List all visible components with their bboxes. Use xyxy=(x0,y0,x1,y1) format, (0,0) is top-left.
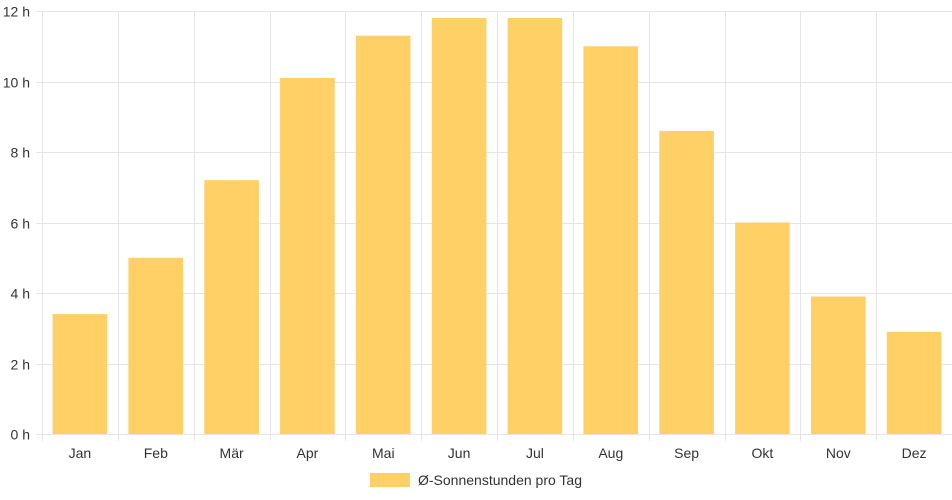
bar-jul xyxy=(507,18,563,434)
x-tick-label: Jul xyxy=(526,445,544,461)
bar-okt xyxy=(735,222,790,434)
bar-apr xyxy=(280,78,335,434)
y-tick-label: 8 h xyxy=(11,145,30,161)
grid-lines xyxy=(36,11,952,441)
x-tick-label: Jun xyxy=(448,445,471,461)
x-tick-label: Apr xyxy=(297,445,319,461)
x-tick-label: Aug xyxy=(598,445,623,461)
legend-swatch xyxy=(370,473,410,487)
chart-legend[interactable]: Ø-Sonnenstunden pro Tag xyxy=(0,472,952,488)
y-axis-tick-labels: 0 h 2 h 4 h 6 h 8 h 10 h 12 h xyxy=(3,4,30,443)
y-tick-label: 0 h xyxy=(11,427,30,443)
y-tick-label: 12 h xyxy=(3,4,30,20)
x-tick-label: Jan xyxy=(69,445,92,461)
bar-nov xyxy=(811,296,866,434)
x-axis-tick-labels: Jan Feb Mär Apr Mai Jun Jul Aug Sep Okt Nov Dez xyxy=(69,445,927,461)
bar-dez xyxy=(886,331,942,434)
bar-mai xyxy=(355,35,411,434)
x-tick-label: Dez xyxy=(902,445,927,461)
bar-jan xyxy=(52,314,108,434)
y-tick-label: 2 h xyxy=(11,357,30,373)
bar-sep xyxy=(659,130,714,434)
y-tick-label: 4 h xyxy=(11,286,30,302)
legend-label: Ø-Sonnenstunden pro Tag xyxy=(418,472,582,488)
bar-aug xyxy=(583,46,639,435)
y-tick-label: 10 h xyxy=(3,75,30,91)
x-tick-label: Okt xyxy=(752,445,774,461)
x-tick-label: Nov xyxy=(826,445,851,461)
x-tick-label: Mai xyxy=(372,445,395,461)
x-tick-label: Mär xyxy=(220,445,244,461)
bars xyxy=(52,18,942,435)
y-tick-label: 6 h xyxy=(11,216,30,232)
bar-feb xyxy=(128,257,183,435)
x-tick-label: Sep xyxy=(674,445,699,461)
x-tick-label: Feb xyxy=(144,445,168,461)
bar-mär xyxy=(204,180,259,434)
bar-jun xyxy=(431,18,487,434)
